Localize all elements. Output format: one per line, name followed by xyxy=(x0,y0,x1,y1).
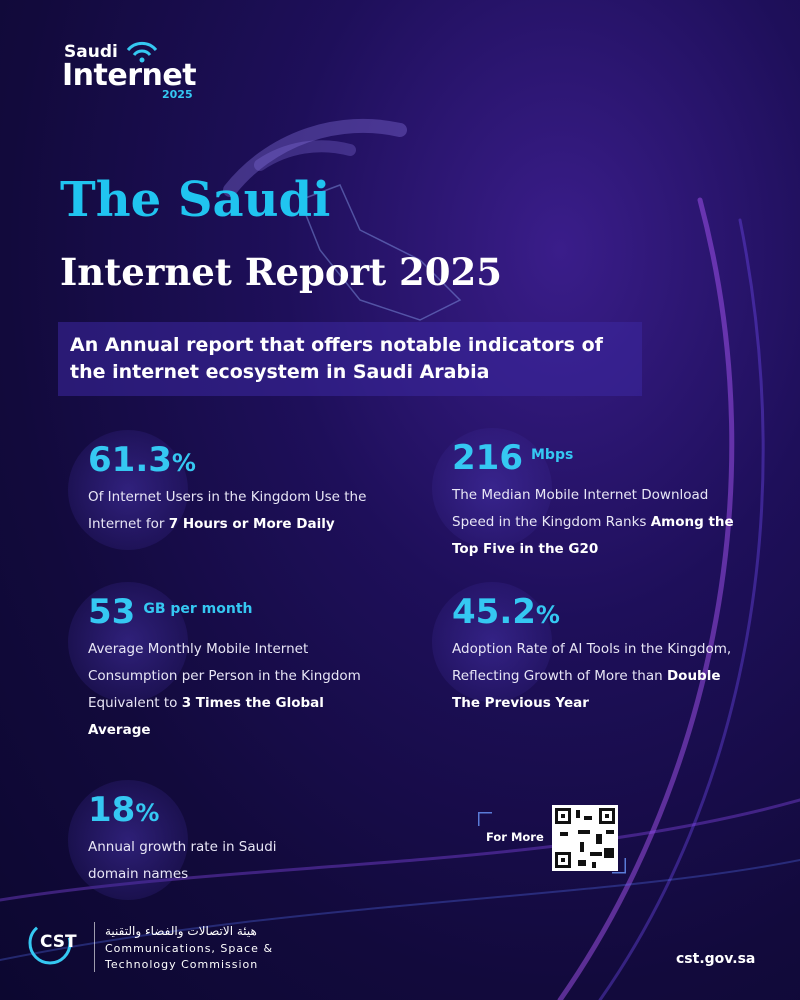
stat-number: 61.3 xyxy=(88,440,172,480)
stat-description: Adoption Rate of AI Tools in the Kingdom… xyxy=(452,636,752,717)
footer-english: Technology Commission xyxy=(105,958,259,971)
description-text: Annual growth rate in Saudi domain names xyxy=(88,839,277,882)
logo-text: Saudi xyxy=(64,42,118,62)
stat-value: 53 GB per month xyxy=(88,592,388,632)
stat-description: Annual growth rate in Saudi domain names xyxy=(88,834,308,888)
description-highlight: Double The Previous Year xyxy=(452,668,721,711)
stat-circle xyxy=(68,582,188,702)
stat-value: 45.2% xyxy=(452,592,752,632)
description-highlight: 3 Times the Global Average xyxy=(88,695,324,738)
logo-year: 2025 xyxy=(162,88,193,101)
footer-logo: CST xyxy=(40,932,77,952)
subtitle: An Annual report that offers notable ind… xyxy=(58,322,642,396)
stat-description: Average Monthly Mobile Internet Consumpt… xyxy=(88,636,388,744)
stat-description: Of Internet Users in the Kingdom Use the… xyxy=(88,484,388,538)
stat-unit: Mbps xyxy=(530,447,574,463)
stat-value: 216 Mbps xyxy=(452,438,752,478)
stat-number: 18 xyxy=(88,790,136,830)
title: The Saudi xyxy=(60,172,331,228)
stat-value: 61.3% xyxy=(88,440,388,480)
stat-unit: % xyxy=(171,449,196,477)
description-text: Average Monthly Mobile Internet Consumpt… xyxy=(88,641,361,711)
stat: 216 Mbps The Median Mobile Internet Downlo… xyxy=(432,428,752,563)
stat-circle xyxy=(432,428,552,548)
footer-website[interactable]: cst.gov.sa xyxy=(676,951,756,967)
stat-number: 45.2 xyxy=(452,592,536,632)
stat-number: 216 xyxy=(452,438,523,478)
stat-number: 53 xyxy=(88,592,136,632)
stat-circle xyxy=(68,430,188,550)
stat-description: The Median Mobile Internet Download Spee… xyxy=(452,482,752,563)
logo-text: Internet xyxy=(62,58,197,93)
description-highlight: 7 Hours or More Daily xyxy=(168,516,335,532)
footer-english: Communications, Space & xyxy=(105,942,274,955)
stat-unit: % xyxy=(135,799,160,827)
stat: 53 GB per month Average Monthly Mobile Int… xyxy=(68,582,388,744)
title: Internet Report 2025 xyxy=(60,250,503,294)
qr-label: For More xyxy=(486,830,544,844)
stat-circle xyxy=(432,582,552,702)
stat: 61.3% Of Internet Users in the Kingdom Us… xyxy=(68,430,388,550)
stat-circle xyxy=(68,780,188,900)
description-text: The Median Mobile Internet Download Spee… xyxy=(452,487,709,530)
description-text: Of Internet Users in the Kingdom Use the… xyxy=(88,489,367,532)
stat-unit: % xyxy=(535,601,560,629)
stat-value: 18% xyxy=(88,790,308,830)
stat-unit: GB per month xyxy=(143,601,253,617)
description-highlight: Among the Top Five in the G20 xyxy=(452,514,734,557)
description-text: Adoption Rate of AI Tools in the Kingdom… xyxy=(452,641,732,684)
footer-arabic: هيئة الاتصالات والفضاء والتقنية xyxy=(105,924,257,938)
stat: 18% Annual growth rate in Saudi domain na… xyxy=(68,780,308,900)
stat: 45.2% Adoption Rate of AI Tools in the Ki… xyxy=(432,582,752,717)
